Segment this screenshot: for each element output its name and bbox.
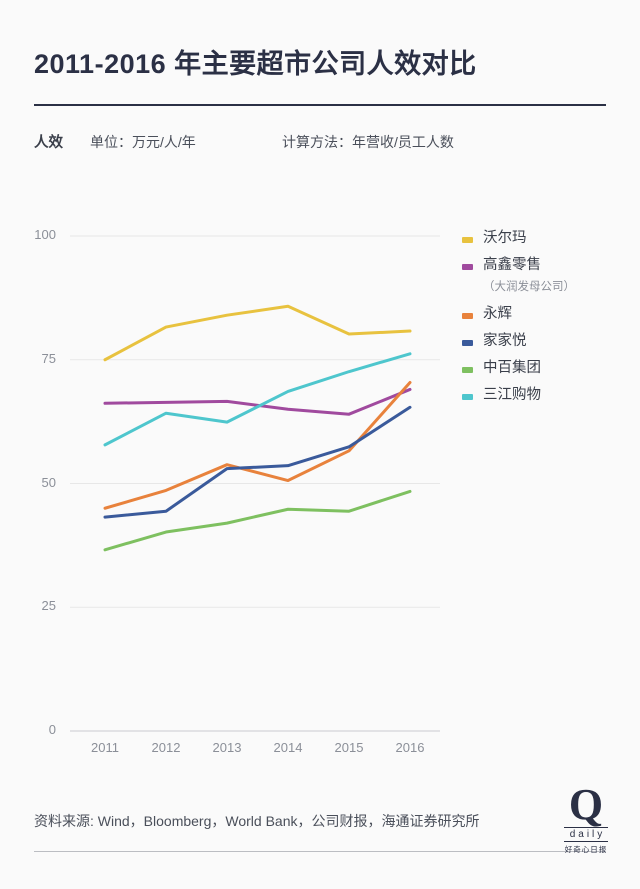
legend-item-label: 家家悦 xyxy=(483,333,527,349)
y-axis-tick-label: 25 xyxy=(41,598,56,614)
legend-item[interactable]: 中百集团 xyxy=(462,358,632,384)
x-axis-tick-label: 2016 xyxy=(395,740,425,755)
legend-item-label: 中百集团 xyxy=(483,360,541,376)
legend-color-swatch xyxy=(462,340,473,346)
legend-item[interactable]: 三江购物 xyxy=(462,385,632,411)
series-line xyxy=(103,405,412,519)
footer-divider xyxy=(34,851,606,852)
line-chart: 0 25 50 75 100 2011 2012 2013 2014 2015 2016 xyxy=(0,200,640,760)
subtitle-bar: 人效 单位：万元/人/年 计算方法：年营收/员工人数 xyxy=(34,131,606,153)
page-title: 2011-2016 年主要超市公司人效对比 xyxy=(34,49,477,79)
qdaily-logo: Q daily 好奇心日报 xyxy=(564,780,608,854)
series-line xyxy=(103,489,412,552)
legend-item-label: 三江购物 xyxy=(483,387,541,403)
legend-item[interactable]: 沃尔玛 xyxy=(462,228,632,254)
series-line xyxy=(103,304,412,362)
y-axis-tick-label: 100 xyxy=(34,227,56,242)
legend-item-label: 高鑫零售 xyxy=(483,257,541,273)
y-axis-tick-label: 50 xyxy=(41,474,56,490)
legend-item[interactable]: 家家悦 xyxy=(462,331,632,357)
logo-q-mark: Q xyxy=(568,780,604,829)
legend-item[interactable]: 永辉 xyxy=(462,304,632,330)
chart-canvas xyxy=(70,235,440,732)
logo-chinese-text: 好奇心日报 xyxy=(564,845,608,854)
x-axis-tick-label: 2011 xyxy=(91,740,119,755)
unit-label: 单位：万元/人/年 xyxy=(90,134,196,150)
x-axis-tick-label: 2014 xyxy=(273,740,303,755)
legend-color-swatch xyxy=(462,313,473,319)
x-axis-tick-label: 2015 xyxy=(334,740,364,755)
x-axis-tick-label: 2012 xyxy=(151,740,181,755)
y-axis-tick-label: 75 xyxy=(41,350,56,366)
legend-color-swatch xyxy=(462,264,473,270)
method-label: 计算方法：年营收/员工人数 xyxy=(282,134,454,150)
x-axis-tick-label: 2013 xyxy=(212,740,242,755)
legend-color-swatch xyxy=(462,237,473,243)
legend-item-sublabel: （大润发母公司） xyxy=(483,281,575,293)
legend-item-label: 永辉 xyxy=(483,306,512,322)
series-line xyxy=(103,387,412,416)
source-note: 资料来源: Wind，Bloomberg，World Bank，公司财报，海通证… xyxy=(34,813,480,829)
legend-item[interactable]: 高鑫零售 xyxy=(462,255,632,281)
title-divider xyxy=(34,104,606,106)
y-axis-tick-label: 0 xyxy=(48,722,56,737)
legend-color-swatch xyxy=(462,394,473,400)
chart-legend: 沃尔玛高鑫零售 （大润发母公司） 永辉家家悦中百集团三江购物 xyxy=(462,228,632,412)
legend-color-swatch xyxy=(462,367,473,373)
series-line xyxy=(103,352,412,447)
legend-item-label: 沃尔玛 xyxy=(483,230,527,246)
metric-label: 人效 xyxy=(34,135,63,151)
logo-daily-text: daily xyxy=(564,827,608,842)
